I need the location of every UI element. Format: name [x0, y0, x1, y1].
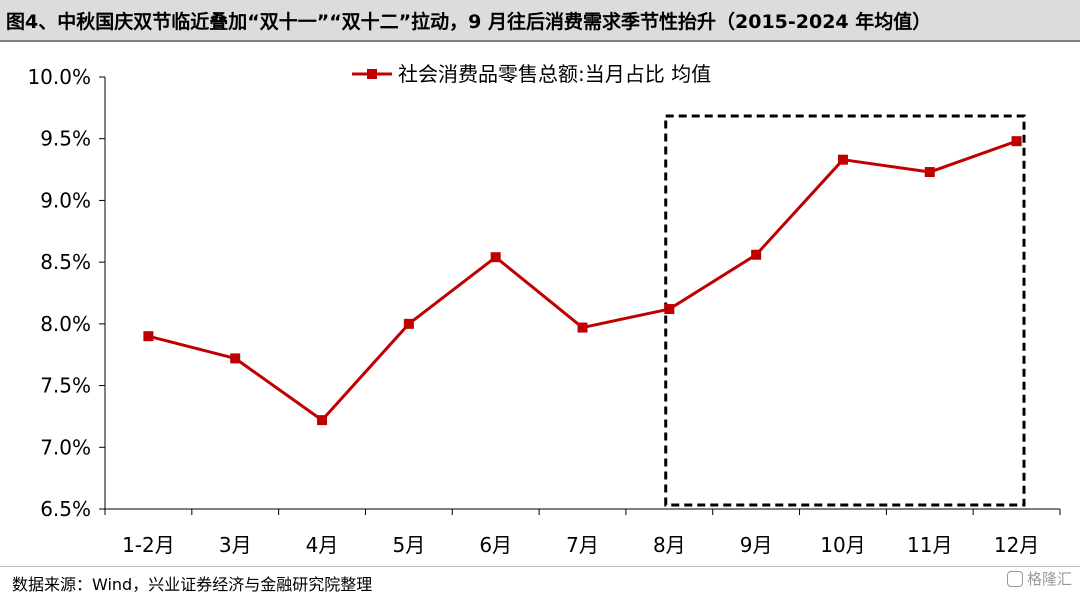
title-bar: 图4、中秋国庆双节临近叠加“双十一”“双十二”拉动，9 月往后消费需求季节性抬升… [0, 0, 1080, 40]
line-chart: 6.5% 7.0% 7.5% 8.0% 8.5% 9.0% 9.5% 10.0% 1-2月 3月 4… [27, 62, 1061, 557]
data-point [143, 331, 154, 342]
data-point [664, 304, 675, 315]
chart-title: 图4、中秋国庆双节临近叠加“双十一”“双十二”拉动，9 月往后消费需求季节性抬升… [6, 11, 932, 33]
x-tick-label: 8月 [653, 533, 686, 557]
x-tick-label: 1-2月 [122, 533, 175, 557]
data-point [837, 154, 848, 165]
data-point [490, 252, 501, 263]
highlight-box [664, 114, 1026, 507]
x-tick-label: 9月 [740, 533, 773, 557]
y-tick-label: 8.0% [40, 312, 91, 336]
y-tick-label: 9.0% [40, 188, 91, 212]
series-line [148, 139, 1018, 422]
x-tick-label: 11月 [907, 533, 952, 557]
watermark: 格隆汇 [1006, 568, 1072, 589]
data-point [751, 249, 762, 260]
y-tick-label: 7.5% [40, 374, 91, 398]
y-tick-label: 7.0% [40, 435, 91, 459]
x-tick-label: 5月 [392, 533, 425, 557]
data-point [317, 415, 328, 426]
x-tick-label: 4月 [306, 533, 339, 557]
legend-marker-icon [367, 69, 377, 79]
data-point [230, 353, 241, 364]
x-tick-label: 6月 [479, 533, 512, 557]
y-tick-label: 10.0% [27, 65, 91, 89]
title-divider [0, 40, 1080, 42]
watermark-text: 格隆汇 [1026, 570, 1072, 588]
x-tick-label: 12月 [994, 533, 1039, 557]
watermark-logo-icon [1006, 570, 1023, 587]
footer-divider [0, 566, 1080, 567]
data-point [577, 322, 588, 333]
data-point [924, 167, 935, 178]
data-point [1011, 136, 1022, 147]
legend-label: 社会消费品零售总额:当月占比 均值 [398, 62, 711, 86]
y-tick-label: 8.5% [40, 250, 91, 274]
y-tick-label: 9.5% [40, 127, 91, 151]
x-tick-label: 7月 [566, 533, 599, 557]
data-point [403, 318, 414, 329]
y-tick-label: 6.5% [40, 497, 91, 521]
x-tick-label: 3月 [219, 533, 252, 557]
x-tick-label: 10月 [820, 533, 865, 557]
source-note: 数据来源：Wind，兴业证券经济与金融研究院整理 [12, 575, 373, 594]
